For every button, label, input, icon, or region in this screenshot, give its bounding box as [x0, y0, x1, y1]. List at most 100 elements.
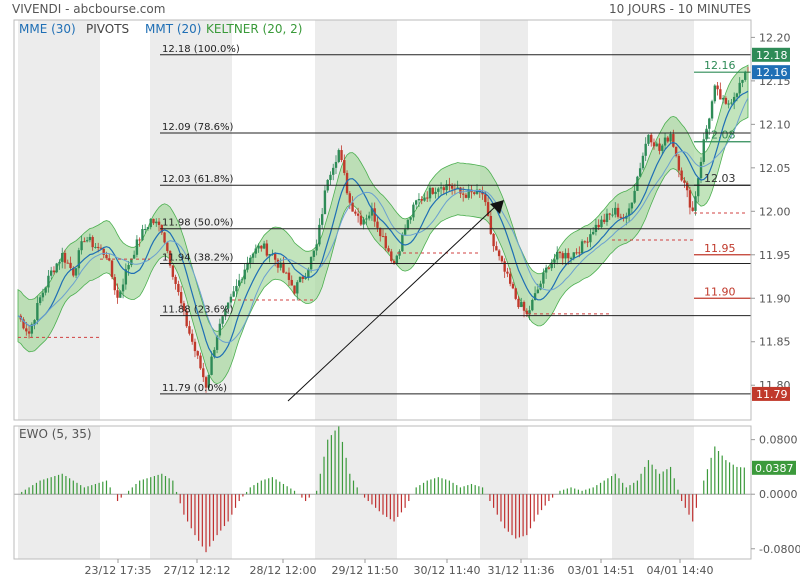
candle-body [229, 296, 233, 303]
price-frame [13, 19, 752, 421]
time-tick-label: 28/12 12:00 [250, 564, 317, 577]
chart-title: VIVENDI - abcbourse.com [12, 2, 165, 16]
candle-body [520, 302, 523, 308]
candle-body [240, 279, 244, 281]
candle-body [727, 103, 730, 105]
candle-body [193, 341, 197, 352]
candle-body [445, 184, 448, 191]
price-badge-label: 11.79 [756, 388, 788, 401]
candle-body [406, 219, 410, 230]
candle-body [334, 161, 338, 168]
pivot-lines: 12.16 12.08 12.03 11.95 11.90 [18, 59, 751, 338]
candle-body [141, 229, 144, 241]
candle-body [688, 190, 692, 208]
ewo-shade-band [480, 426, 528, 559]
candle-body [304, 277, 307, 279]
candle-body [166, 242, 169, 251]
candle-body [296, 282, 299, 294]
candle-body [428, 187, 432, 199]
candle-body [49, 270, 53, 276]
candle-body [511, 283, 515, 289]
candle-body [486, 202, 490, 216]
chart-period: 10 JOURS - 10 MINUTES [609, 2, 751, 16]
candle-body [171, 265, 175, 277]
candle-body [484, 194, 487, 203]
fib-label: 12.03 (61.8%) [162, 174, 233, 185]
time-tick-label: 29/12 11:50 [332, 564, 399, 577]
candle-body [323, 190, 327, 215]
candle-body [163, 232, 166, 243]
candle-body [713, 85, 717, 102]
session-shading [18, 20, 694, 420]
candle-body [121, 284, 125, 292]
candle-body [431, 187, 434, 194]
candle-body [426, 197, 429, 199]
candle-body [650, 134, 653, 143]
candle-body [608, 213, 611, 215]
candle-body [450, 185, 454, 189]
candle-body [531, 299, 534, 311]
price-badge-label: 12.18 [756, 49, 788, 62]
candle-body [597, 224, 600, 228]
candle-body [130, 258, 133, 266]
candle-body [401, 234, 404, 252]
candle-body [38, 297, 42, 304]
candle-body [619, 216, 623, 218]
candle-body [110, 260, 114, 278]
candle-body [542, 272, 545, 284]
pivot-label: 12.16 [704, 59, 736, 72]
candle-body [685, 182, 689, 191]
candle-body [318, 224, 321, 245]
ewo-label: EWO (5, 35) [19, 427, 92, 441]
candle-body [708, 118, 711, 129]
candle-body [265, 243, 269, 256]
pivot-label: 11.90 [704, 285, 736, 298]
keltner-band [17, 64, 749, 385]
candle-body [61, 252, 64, 262]
candle-body [741, 79, 744, 83]
candle-body [370, 208, 374, 216]
candle-body [583, 241, 587, 243]
candle-body [33, 320, 36, 325]
candle-body [636, 176, 639, 191]
candle-body [544, 267, 548, 273]
candle-body [218, 323, 222, 336]
candle-body [348, 193, 352, 203]
candle-body [207, 374, 210, 388]
candle-body [603, 219, 606, 223]
candle-body [644, 143, 647, 156]
candle-body [293, 285, 296, 294]
candle-body [22, 319, 25, 329]
candle-body [497, 250, 501, 257]
candle-body [312, 250, 316, 257]
candle-body [409, 217, 412, 220]
candle-body [647, 134, 650, 144]
candle-body [94, 246, 97, 248]
candle-body [221, 316, 224, 324]
candle-body [627, 208, 631, 216]
legend: MME (30) PIVOTS MMT (20) KELTNER (20, 2) [19, 22, 302, 36]
candle-body [506, 271, 509, 274]
candle-body [724, 97, 728, 104]
candle-body [315, 244, 318, 251]
time-tick-label: 30/12 11:40 [414, 564, 481, 577]
candle-body [249, 257, 252, 263]
candle-body [536, 289, 540, 294]
candle-body [25, 328, 28, 332]
price-tick-label: 12.00 [759, 205, 791, 218]
candle-body [533, 293, 537, 300]
candle-body [238, 280, 241, 286]
candle-body [738, 82, 741, 94]
candle-body [77, 250, 81, 269]
candle-body [185, 310, 188, 327]
fib-label: 12.09 (78.6%) [162, 122, 233, 133]
price-tick-label: 12.20 [759, 31, 791, 44]
candle-body [188, 326, 191, 334]
candle-body [414, 200, 418, 205]
candle-body [146, 227, 150, 230]
candle-body [224, 308, 227, 317]
time-tick-label: 03/01 14:51 [568, 564, 635, 577]
candle-body [320, 214, 324, 225]
candle-body [384, 236, 387, 249]
time-tick-label: 31/12 11:36 [488, 564, 555, 577]
